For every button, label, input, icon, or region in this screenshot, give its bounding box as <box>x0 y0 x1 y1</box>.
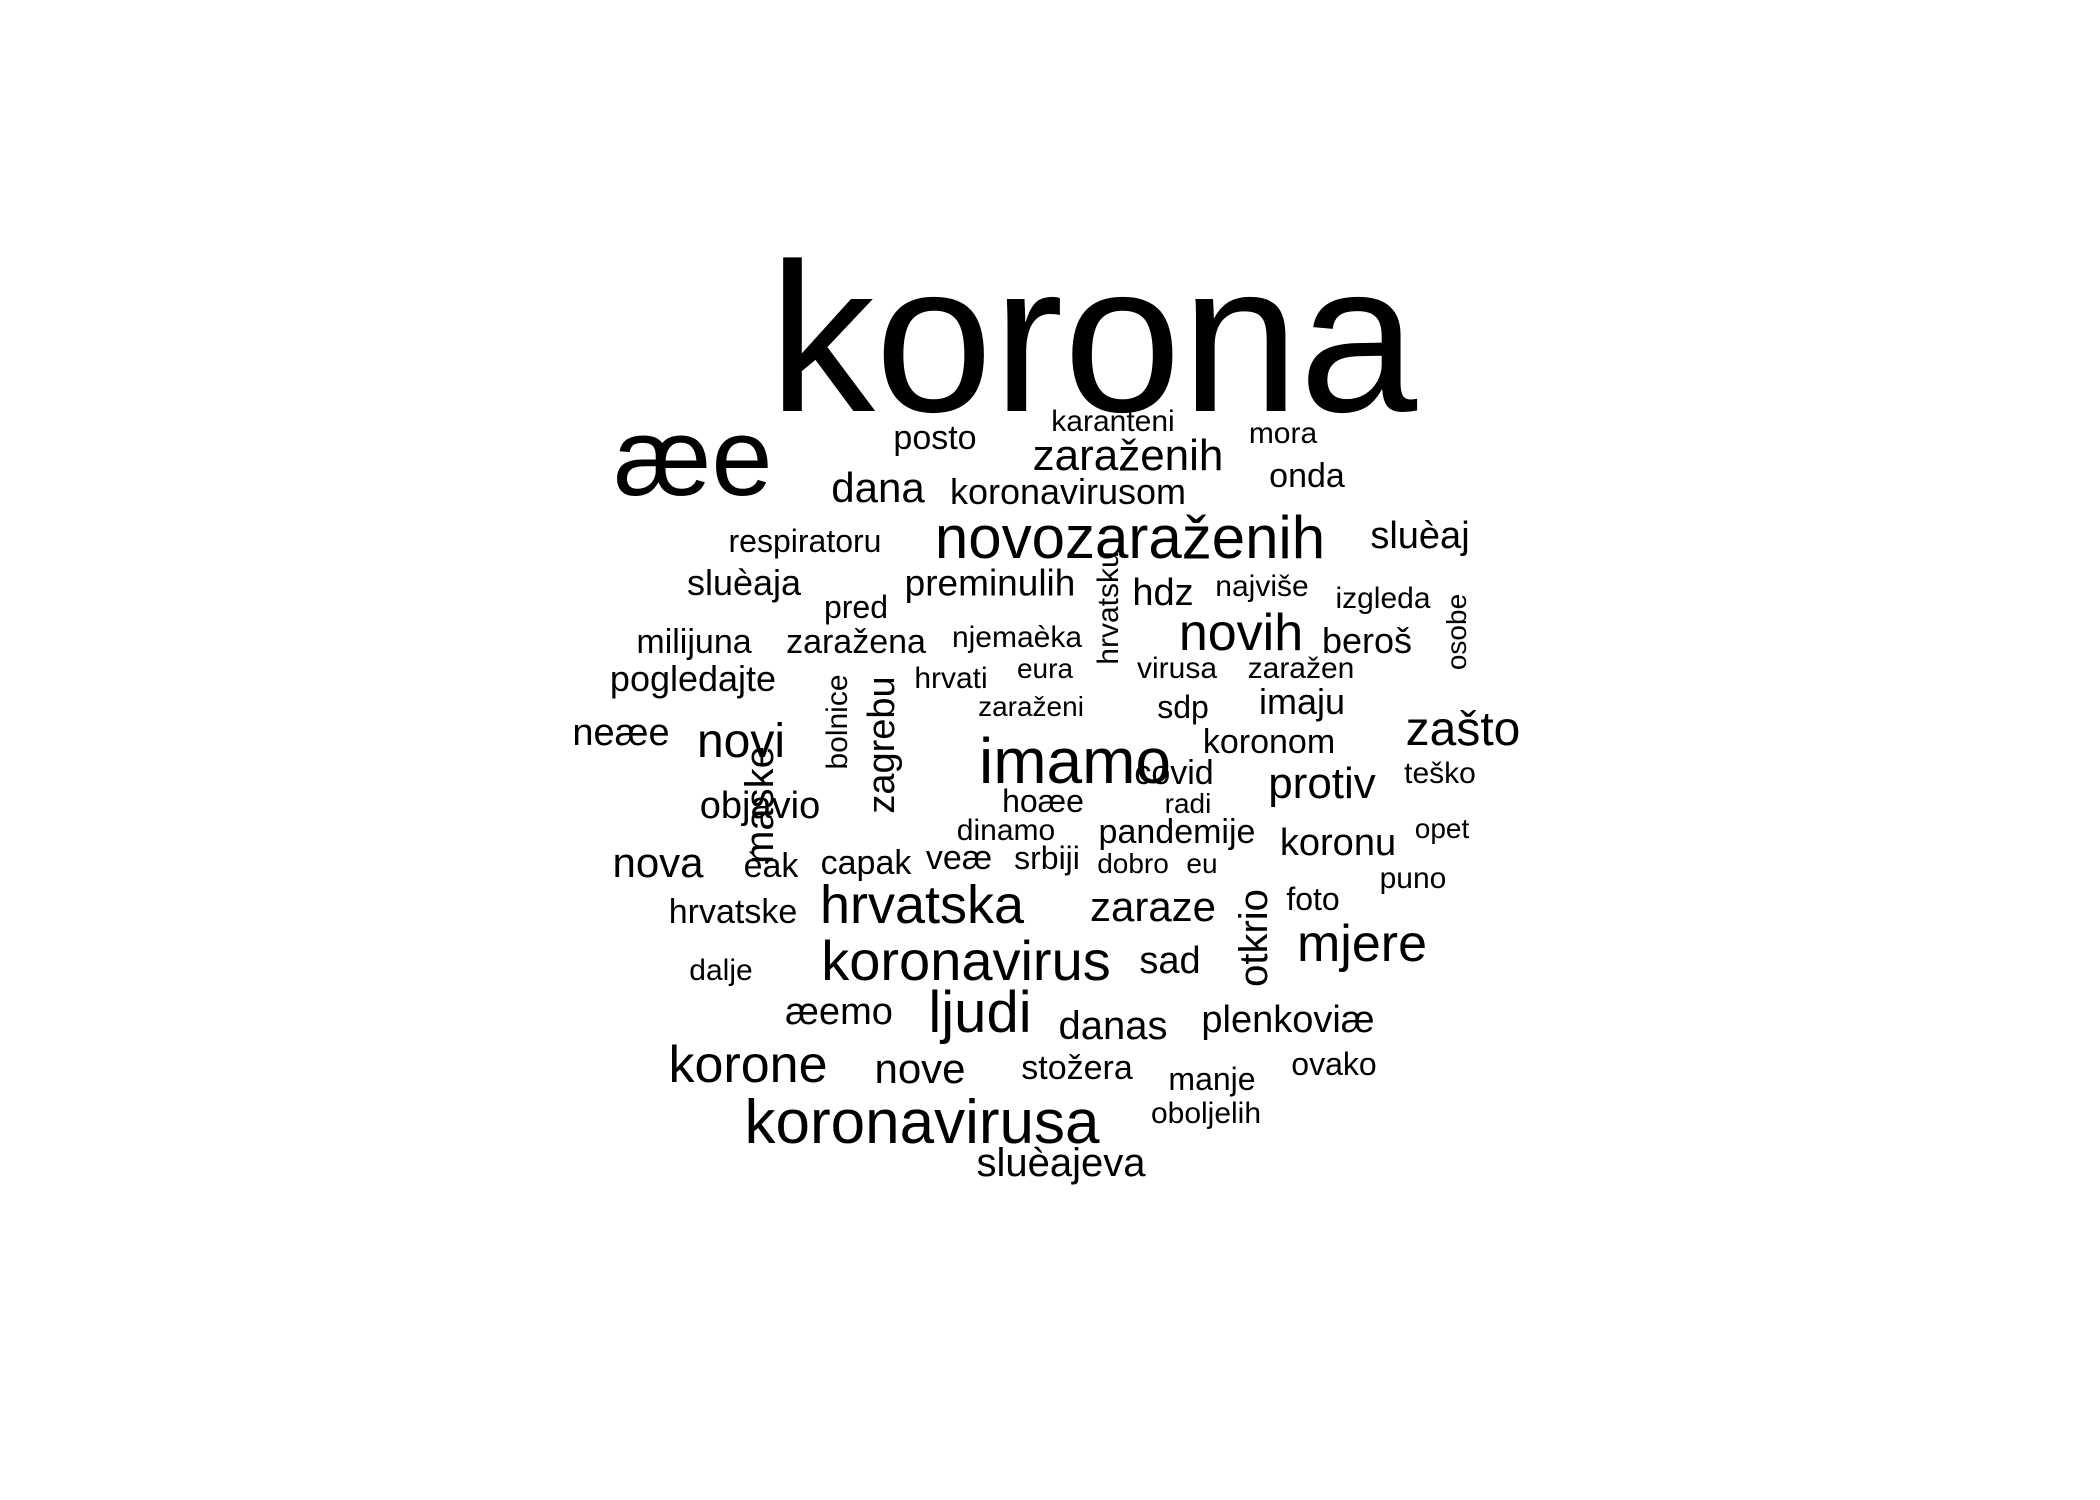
word-oboljelih: oboljelih <box>1150 1097 1262 1130</box>
word-preminulih: preminulih <box>904 562 1076 604</box>
word-nece: neæe <box>572 712 670 754</box>
word-koronu: koronu <box>1279 822 1397 864</box>
word-hdz: hdz <box>1132 572 1194 614</box>
word-capak: capak <box>820 844 912 882</box>
word-milijuna: milijuna <box>636 623 752 661</box>
word-respiratoru: respiratoru <box>728 523 882 559</box>
word-nove: nove <box>874 1045 966 1092</box>
word-zasto: zašto <box>1405 703 1521 756</box>
word-koronavirus: koronavirus <box>821 929 1111 992</box>
word-osobe: osobe <box>1441 593 1472 671</box>
word-sad: sad <box>1139 940 1201 982</box>
word-njemacka: njemaèka <box>951 621 1083 654</box>
word-nova: nova <box>612 839 704 886</box>
word-mjere: mjere <box>1296 915 1428 973</box>
word-onda: onda <box>1269 457 1345 495</box>
word-objavio: objavio <box>699 785 821 827</box>
word-vec: veæ <box>925 839 993 877</box>
word-ae: æe <box>613 396 773 519</box>
word-eu: eu <box>1186 848 1218 879</box>
word-slucaja: sluèaja <box>686 562 802 603</box>
word-protiv: protiv <box>1268 759 1376 808</box>
word-tesko: teško <box>1404 757 1476 790</box>
word-korona: korona <box>768 219 1418 456</box>
word-izgleda: izgleda <box>1335 582 1431 615</box>
word-novih: novih <box>1178 604 1304 662</box>
word-hrvati: hrvati <box>914 662 988 695</box>
word-karanteni: karanteni <box>1051 405 1175 438</box>
word-sdp: sdp <box>1157 689 1209 725</box>
word-zagrebu: zagrebu <box>861 676 903 814</box>
word-virusa: virusa <box>1136 652 1218 685</box>
word-cemo: æemo <box>785 991 893 1033</box>
word-hoce: hoæe <box>1002 783 1084 819</box>
word-zarazen: zaražen <box>1247 652 1355 685</box>
word-najvise: najviše <box>1215 570 1309 603</box>
word-korone: korone <box>668 1036 828 1094</box>
word-cak: èak <box>743 847 799 885</box>
word-slucajeva: sluèajeva <box>976 1141 1146 1185</box>
word-koronom: koronom <box>1202 723 1336 761</box>
word-otkrio: otkrio <box>1232 889 1276 987</box>
word-imaju: imaju <box>1258 681 1346 722</box>
word-pandemije: pandemije <box>1098 813 1256 851</box>
word-koronavirusa: koronavirusa <box>744 1088 1100 1157</box>
word-hrvatsku: hrvatsku <box>1092 551 1125 665</box>
word-eura: eura <box>1016 653 1074 684</box>
word-covid: covid <box>1134 754 1214 792</box>
word-mora: mora <box>1248 417 1318 450</box>
word-plenkovic: plenkoviæ <box>1201 999 1375 1041</box>
word-dinamo: dinamo <box>956 814 1056 847</box>
word-opet: opet <box>1414 813 1470 844</box>
word-zarazena: zaražena <box>786 623 926 661</box>
word-radi: radi <box>1164 788 1212 819</box>
word-hrvatska: hrvatska <box>819 875 1025 935</box>
word-srbiji: srbiji <box>1014 840 1080 876</box>
word-dalje: dalje <box>689 954 753 987</box>
word-beros: beroš <box>1321 620 1413 661</box>
word-slucaj: sluèaj <box>1370 515 1470 557</box>
word-danas: danas <box>1058 1004 1168 1048</box>
word-novi: novi <box>696 715 786 768</box>
word-zarazenih: zaraženih <box>1032 431 1224 480</box>
word-posto: posto <box>893 419 977 457</box>
word-pred: pred <box>823 589 889 625</box>
word-hrvatske: hrvatske <box>668 893 798 931</box>
word-bolnice: bolnice <box>821 674 854 770</box>
word-ljudi: ljudi <box>928 980 1032 1045</box>
word-koronavirusom: koronavirusom <box>949 471 1187 512</box>
word-zaraze: zaraze <box>1089 883 1217 930</box>
word-stozera: stožera <box>1021 1049 1133 1087</box>
word-manje: manje <box>1168 1061 1256 1097</box>
word-puno: puno <box>1379 862 1447 895</box>
word-ovako: ovako <box>1291 1046 1377 1082</box>
word-dana: dana <box>831 464 925 511</box>
word-novozarazenih: novozaraženih <box>934 504 1326 571</box>
word-pogledajte: pogledajte <box>609 658 777 699</box>
word-foto: foto <box>1286 881 1340 917</box>
word-zarazeni: zaraženi <box>978 691 1084 722</box>
word-imamo: imamo <box>978 725 1172 797</box>
word-dobro: dobro <box>1097 848 1169 879</box>
